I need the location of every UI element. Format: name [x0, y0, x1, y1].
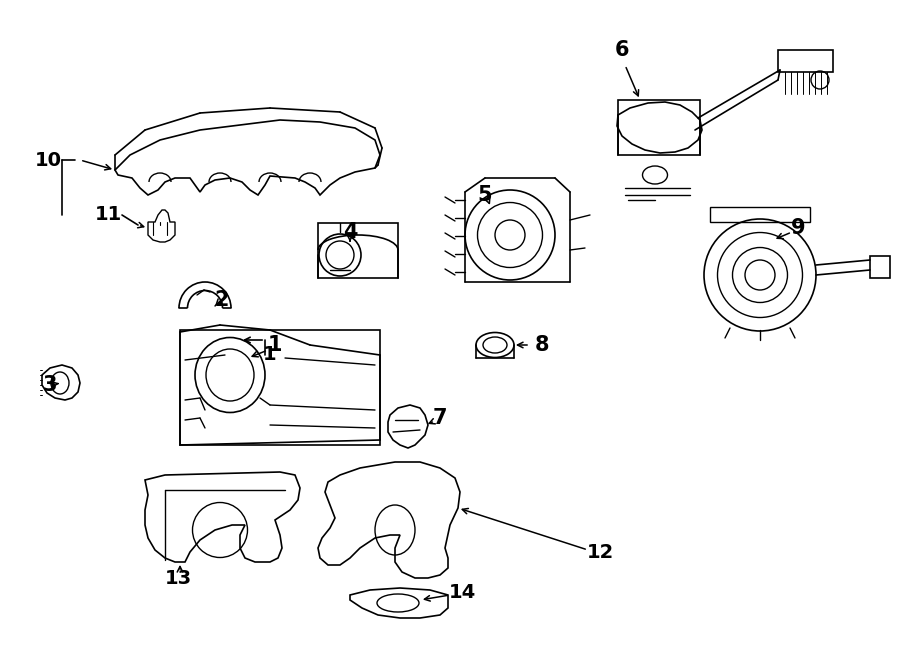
Text: 14: 14	[448, 582, 475, 602]
Text: 12: 12	[587, 543, 614, 561]
Text: 9: 9	[791, 218, 806, 238]
Text: 3: 3	[43, 375, 58, 395]
Text: 1: 1	[263, 346, 277, 364]
Bar	[778, 50, 833, 72]
Bar	[710, 207, 810, 222]
Text: 2: 2	[215, 290, 230, 310]
Bar	[318, 223, 398, 278]
Text: 6: 6	[615, 40, 629, 60]
Text: 8: 8	[535, 335, 549, 355]
Bar	[870, 256, 890, 278]
Bar	[180, 330, 380, 445]
Text: 11: 11	[94, 206, 122, 225]
Text: 13: 13	[165, 568, 192, 588]
Text: 5: 5	[478, 185, 492, 205]
Text: 1: 1	[268, 335, 283, 355]
Bar	[618, 100, 700, 155]
Text: 4: 4	[343, 222, 357, 242]
Text: 10: 10	[34, 151, 61, 169]
Text: 7: 7	[433, 408, 447, 428]
